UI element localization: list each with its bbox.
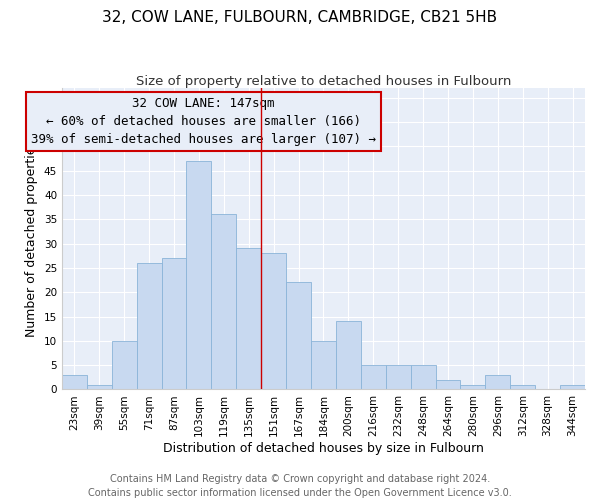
Y-axis label: Number of detached properties: Number of detached properties	[25, 140, 38, 337]
Bar	[436, 380, 460, 390]
Bar	[261, 254, 286, 390]
X-axis label: Distribution of detached houses by size in Fulbourn: Distribution of detached houses by size …	[163, 442, 484, 455]
Bar	[87, 384, 112, 390]
Text: 32, COW LANE, FULBOURN, CAMBRIDGE, CB21 5HB: 32, COW LANE, FULBOURN, CAMBRIDGE, CB21 …	[103, 10, 497, 25]
Title: Size of property relative to detached houses in Fulbourn: Size of property relative to detached ho…	[136, 75, 511, 88]
Bar	[187, 161, 211, 390]
Bar	[62, 375, 87, 390]
Bar	[510, 384, 535, 390]
Bar	[161, 258, 187, 390]
Bar	[236, 248, 261, 390]
Bar	[485, 375, 510, 390]
Bar	[386, 365, 410, 390]
Bar	[361, 365, 386, 390]
Text: Contains HM Land Registry data © Crown copyright and database right 2024.
Contai: Contains HM Land Registry data © Crown c…	[88, 474, 512, 498]
Bar	[336, 322, 361, 390]
Text: 32 COW LANE: 147sqm
← 60% of detached houses are smaller (166)
39% of semi-detac: 32 COW LANE: 147sqm ← 60% of detached ho…	[31, 97, 376, 146]
Bar	[112, 341, 137, 390]
Bar	[137, 263, 161, 390]
Bar	[311, 341, 336, 390]
Bar	[410, 365, 436, 390]
Bar	[560, 384, 585, 390]
Bar	[460, 384, 485, 390]
Bar	[211, 214, 236, 390]
Bar	[286, 282, 311, 390]
